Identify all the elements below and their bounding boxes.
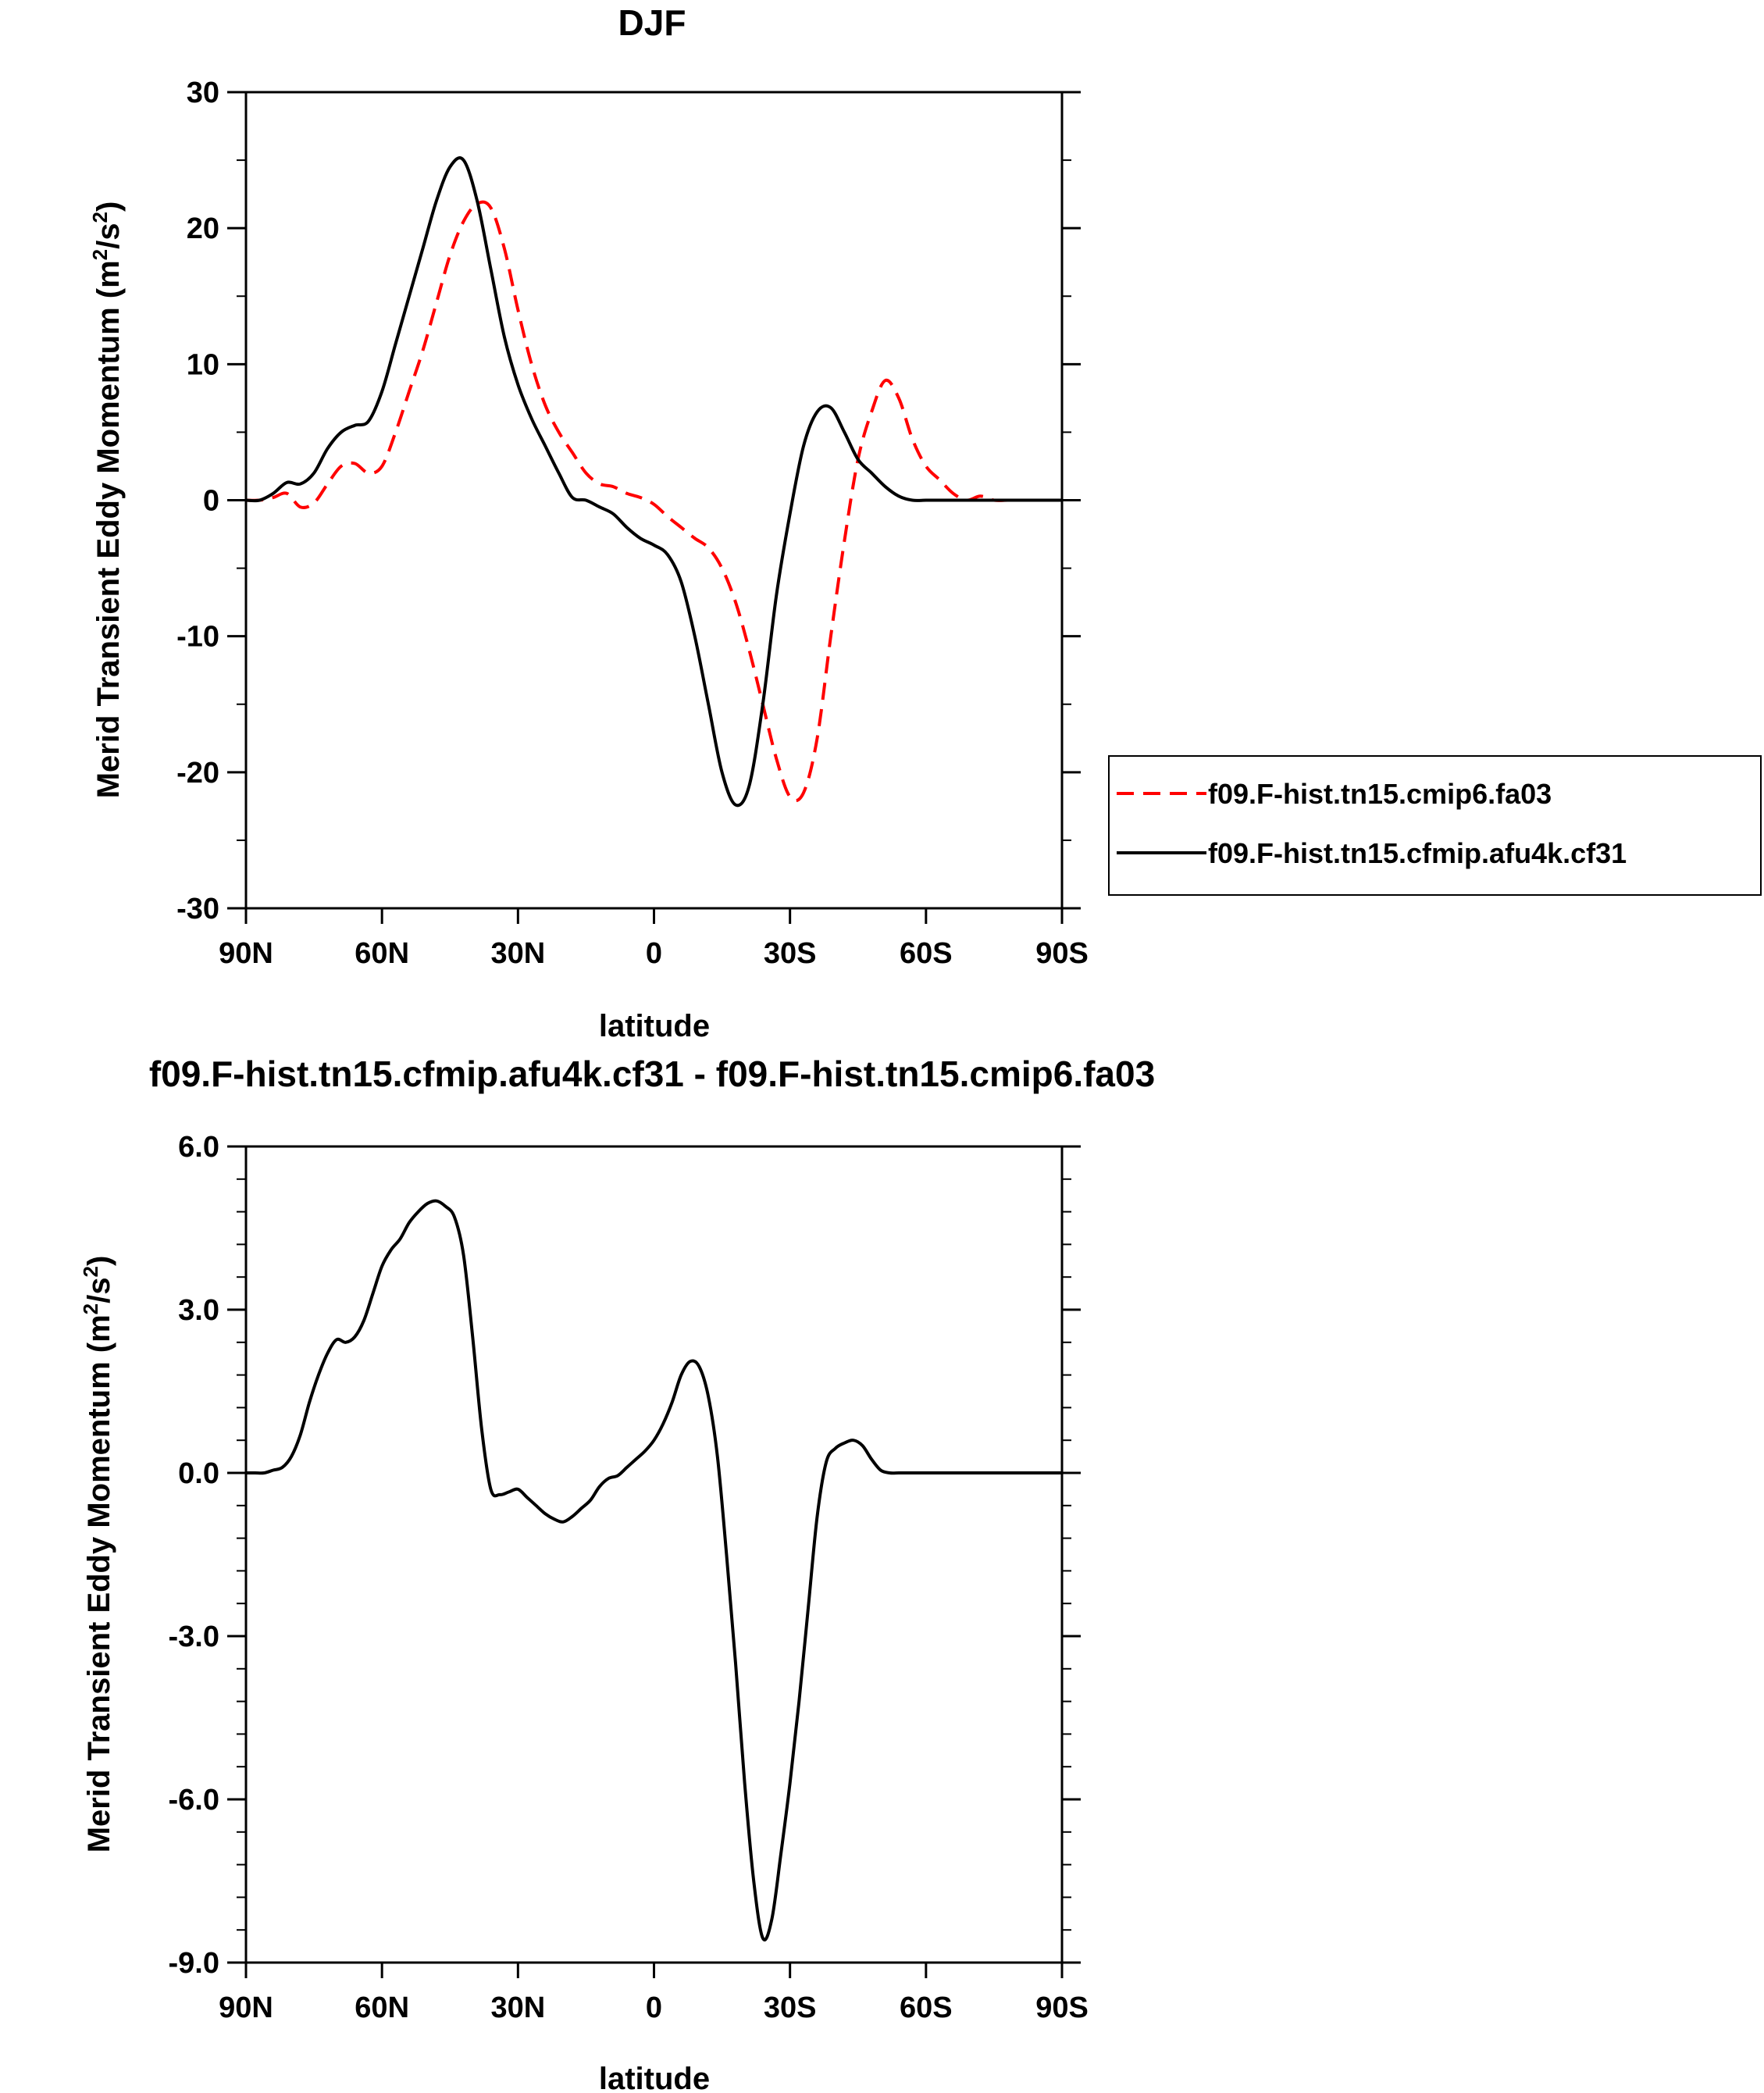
chart-title: DJF xyxy=(618,2,686,43)
bottom-panel: f09.F-hist.tn15.cfmip.afu4k.cf31 - f09.F… xyxy=(79,1054,1155,2093)
y-ticks: -9.0 -6.0 -3.0 0.0 3.0 6.0 xyxy=(169,1131,1081,1980)
x-tick-label: 0 xyxy=(646,937,662,970)
x-axis-label: latitude xyxy=(599,1009,710,1043)
x-tick-label: 60S xyxy=(900,937,953,970)
y-tick-label: 0 xyxy=(203,485,219,518)
chart-title: f09.F-hist.tn15.cfmip.afu4k.cf31 - f09.F… xyxy=(149,1054,1155,1094)
y-tick-label: -3.0 xyxy=(169,1621,219,1653)
y-axis-label-end: ) xyxy=(91,201,126,212)
x-tick-label: 90S xyxy=(1035,1991,1089,2024)
y-axis-label-main: Merid Transient Eddy Momentum (m xyxy=(91,260,126,798)
y-tick-label: -30 xyxy=(176,893,219,925)
x-tick-label: 30S xyxy=(764,1991,817,2024)
x-tick-label: 90S xyxy=(1035,937,1089,970)
x-tick-label: 60S xyxy=(900,1991,953,2024)
series-line xyxy=(245,156,1062,808)
y-tick-label: 6.0 xyxy=(178,1131,219,1164)
series-line xyxy=(245,1199,1062,1941)
x-ticks: 90N 60N 30N 0 30S 60S 90S xyxy=(219,908,1089,970)
y-axis-label-sup: 2 xyxy=(79,1266,102,1277)
x-tick-label: 90N xyxy=(219,937,273,970)
series-line xyxy=(245,200,1062,803)
y-axis-label-mid: /s xyxy=(82,1278,116,1303)
y-tick-label: -9.0 xyxy=(169,1947,219,1980)
series-lines xyxy=(245,1199,1062,1941)
legend: f09.F-hist.tn15.cmip6.fa03 f09.F-hist.tn… xyxy=(1108,755,1762,896)
x-tick-label: 60N xyxy=(355,937,409,970)
y-tick-label: 0.0 xyxy=(178,1457,219,1490)
x-ticks: 90N 60N 30N 0 30S 60S 90S xyxy=(219,1963,1089,2024)
y-axis-label-main: Merid Transient Eddy Momentum (m xyxy=(82,1314,116,1852)
plot-frame xyxy=(244,1145,1064,1964)
legend-box xyxy=(1108,755,1762,896)
y-axis-label-mid: /s xyxy=(91,223,126,249)
y-tick-label: 20 xyxy=(187,212,219,245)
x-axis-label: latitude xyxy=(599,2062,710,2093)
y-axis-label-sup: 2 xyxy=(88,212,112,223)
y-ticks: -30 -20 -10 0 10 20 30 xyxy=(176,77,1081,925)
y-axis-label: Merid Transient Eddy Momentum (m2/s2) xyxy=(88,201,126,799)
x-tick-label: 30N xyxy=(490,1991,545,2024)
series-lines xyxy=(245,156,1062,808)
y-tick-label: 3.0 xyxy=(178,1294,219,1327)
y-axis-label: Merid Transient Eddy Momentum (m2/s2) xyxy=(79,1256,116,1853)
x-tick-label: 30N xyxy=(490,937,545,970)
x-tick-label: 90N xyxy=(219,1991,273,2024)
y-tick-label: 10 xyxy=(187,348,219,381)
y-axis-label-sup: 2 xyxy=(79,1303,102,1314)
y-axis-label-sup: 2 xyxy=(88,249,112,260)
x-tick-label: 30S xyxy=(764,937,817,970)
y-tick-label: -6.0 xyxy=(169,1784,219,1817)
top-panel: DJF -30 -20 -10 0 10 20 30 90N 60N 30N 0 30S 60S 90S… xyxy=(88,2,1089,1043)
x-tick-label: 60N xyxy=(355,1991,409,2024)
y-axis-label-end: ) xyxy=(82,1256,116,1266)
legend-label-fa03: f09.F-hist.tn15.cmip6.fa03 xyxy=(1208,778,1552,810)
y-tick-label: 30 xyxy=(187,77,219,109)
legend-label-cf31: f09.F-hist.tn15.cfmip.afu4k.cf31 xyxy=(1208,837,1627,869)
x-tick-label: 0 xyxy=(646,1991,662,2024)
y-tick-label: -20 xyxy=(176,757,219,790)
y-tick-label: -10 xyxy=(176,621,219,654)
